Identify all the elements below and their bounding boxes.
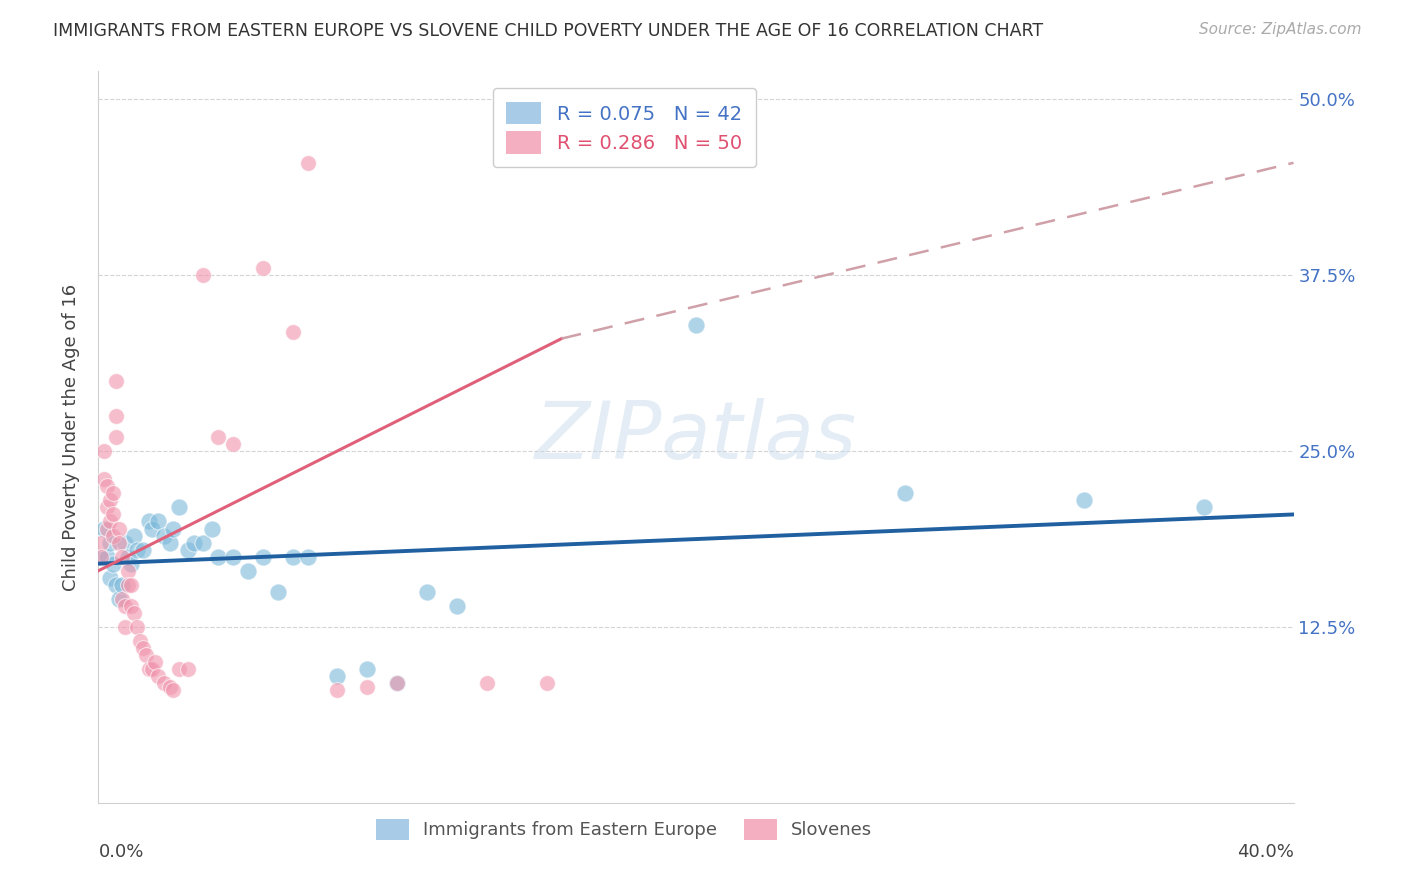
Point <box>127 620 149 634</box>
Point <box>138 515 160 529</box>
Point <box>1192 500 1215 515</box>
Point <box>108 521 131 535</box>
Point <box>207 549 229 564</box>
Point <box>114 535 136 549</box>
Point <box>141 662 163 676</box>
Point <box>90 549 112 564</box>
Point <box>475 676 498 690</box>
Point <box>132 641 155 656</box>
Point <box>117 564 139 578</box>
Point <box>141 521 163 535</box>
Point <box>98 535 122 549</box>
Point <box>96 521 118 535</box>
Point <box>536 676 558 690</box>
Point <box>191 535 214 549</box>
Point <box>132 542 155 557</box>
Point <box>105 409 128 423</box>
Point <box>326 669 349 683</box>
Point <box>90 535 112 549</box>
Point <box>385 676 409 690</box>
Point <box>93 444 115 458</box>
Point <box>159 681 181 695</box>
Point <box>153 528 176 542</box>
Point <box>111 549 134 564</box>
Point <box>153 676 176 690</box>
Point <box>416 584 439 599</box>
Point <box>297 549 319 564</box>
Point <box>177 542 200 557</box>
Point <box>446 599 468 613</box>
Point <box>127 542 149 557</box>
Point <box>117 578 139 592</box>
Point <box>93 472 115 486</box>
Text: 40.0%: 40.0% <box>1237 843 1294 861</box>
Text: IMMIGRANTS FROM EASTERN EUROPE VS SLOVENE CHILD POVERTY UNDER THE AGE OF 16 CORR: IMMIGRANTS FROM EASTERN EUROPE VS SLOVEN… <box>53 22 1043 40</box>
Point <box>103 557 125 571</box>
Point <box>183 535 205 549</box>
Point <box>105 374 128 388</box>
Point <box>159 535 181 549</box>
Point <box>222 549 245 564</box>
Point <box>236 564 259 578</box>
Point <box>103 508 125 522</box>
Point <box>93 521 115 535</box>
Point <box>894 486 917 500</box>
Legend: Immigrants from Eastern Europe, Slovenes: Immigrants from Eastern Europe, Slovenes <box>367 810 882 848</box>
Point <box>124 528 146 542</box>
Text: ZIPatlas: ZIPatlas <box>534 398 858 476</box>
Point <box>267 584 290 599</box>
Point <box>297 156 319 170</box>
Point <box>281 549 304 564</box>
Point <box>191 268 214 283</box>
Point <box>281 325 304 339</box>
Point <box>207 430 229 444</box>
Point <box>326 683 349 698</box>
Point <box>162 683 184 698</box>
Point <box>98 493 122 508</box>
Point <box>124 606 146 620</box>
Point <box>385 676 409 690</box>
Point <box>114 620 136 634</box>
Point <box>98 571 122 585</box>
Point <box>96 479 118 493</box>
Point <box>98 515 122 529</box>
Point <box>108 591 131 606</box>
Point <box>138 662 160 676</box>
Point <box>167 662 190 676</box>
Point <box>222 437 245 451</box>
Point <box>114 599 136 613</box>
Point <box>135 648 157 662</box>
Point <box>162 521 184 535</box>
Text: 0.0%: 0.0% <box>98 843 143 861</box>
Point <box>129 634 152 648</box>
Point <box>120 557 142 571</box>
Point <box>356 681 378 695</box>
Point <box>105 578 128 592</box>
Point <box>117 549 139 564</box>
Point <box>96 500 118 515</box>
Point <box>103 528 125 542</box>
Point <box>111 578 134 592</box>
Point <box>685 318 707 332</box>
Point <box>356 662 378 676</box>
Point <box>252 261 274 276</box>
Y-axis label: Child Poverty Under the Age of 16: Child Poverty Under the Age of 16 <box>62 284 80 591</box>
Point <box>177 662 200 676</box>
Point <box>111 591 134 606</box>
Point <box>96 549 118 564</box>
Point <box>143 655 166 669</box>
Point <box>105 430 128 444</box>
Point <box>90 549 112 564</box>
Point <box>252 549 274 564</box>
Point <box>167 500 190 515</box>
Point <box>120 578 142 592</box>
Text: Source: ZipAtlas.com: Source: ZipAtlas.com <box>1198 22 1361 37</box>
Point <box>120 599 142 613</box>
Point <box>103 486 125 500</box>
Point <box>1073 493 1095 508</box>
Point <box>148 669 170 683</box>
Point <box>201 521 224 535</box>
Point <box>108 535 131 549</box>
Point <box>148 515 170 529</box>
